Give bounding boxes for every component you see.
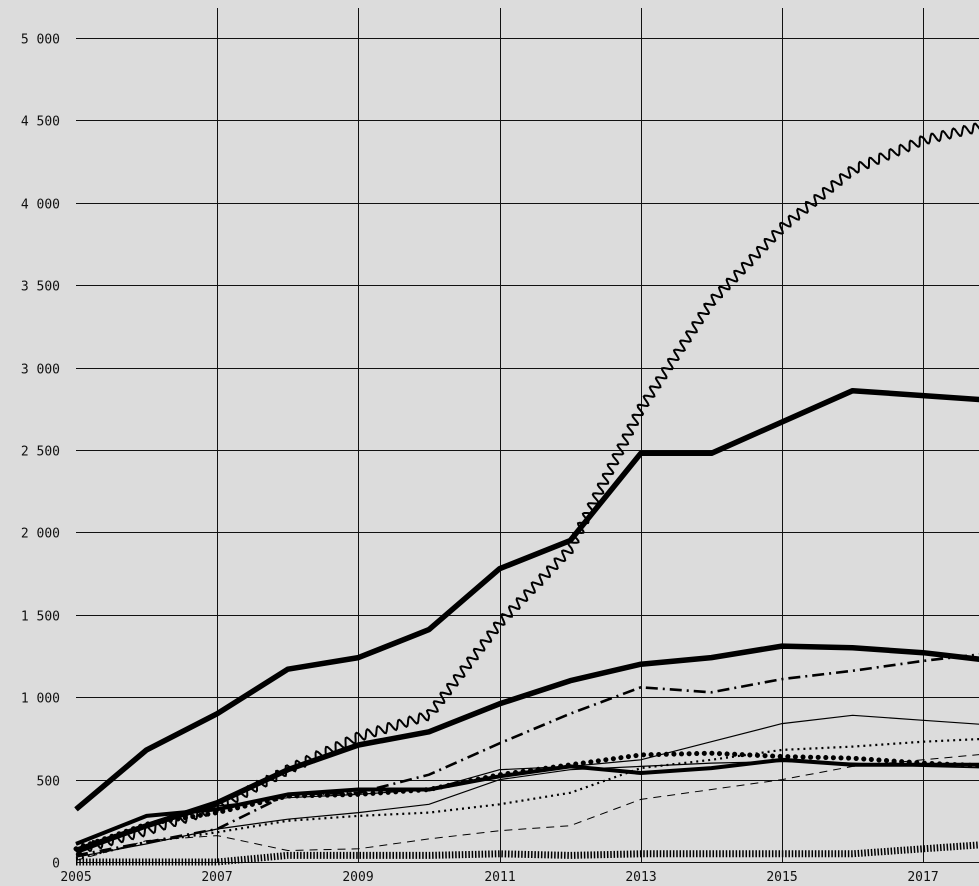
series-2-line-gap <box>75 644 979 853</box>
series-5-line <box>75 737 979 860</box>
y-axis-ticks: 0 500 1 000 1 500 2 000 2 500 3 000 3 500 4 000 4… <box>21 33 60 872</box>
series-1-line <box>74 387 979 812</box>
y-tick-label: 500 <box>37 775 60 790</box>
y-tick-label: 3 000 <box>21 363 60 378</box>
x-tick-label: 2005 <box>60 870 91 885</box>
series-10-line-path <box>76 841 979 866</box>
series-2-line <box>75 643 979 854</box>
y-tick-label: 5 000 <box>21 33 60 48</box>
series-8-line <box>75 757 979 846</box>
series-2-line-outer <box>75 643 979 854</box>
y-tick-label: 1 000 <box>21 692 60 707</box>
series-3-line <box>75 653 979 857</box>
y-tick-label: 0 <box>52 857 60 872</box>
series-1-line-core <box>75 390 979 810</box>
y-tick-label: 2 500 <box>21 445 60 460</box>
y-tick-label: 4 500 <box>21 115 60 130</box>
series-layer <box>73 122 979 866</box>
series-8-line-gap <box>75 758 979 845</box>
y-tick-label: 3 500 <box>21 280 60 295</box>
x-tick-label: 2007 <box>201 870 232 885</box>
y-tick-label: 2 000 <box>21 527 60 542</box>
series-4-line-path <box>75 714 979 855</box>
series-7-line-path <box>73 750 979 852</box>
series-4-line <box>75 714 979 855</box>
series-3-line-path <box>75 653 979 857</box>
series-0-line <box>75 122 979 856</box>
series-5-line-path <box>75 737 979 860</box>
series-2-line-core <box>75 645 979 852</box>
series-6-line-path <box>75 754 979 861</box>
series-0-line-path <box>75 122 979 856</box>
series-9-line <box>75 760 979 858</box>
grid-layer <box>76 8 979 863</box>
y-tick-label: 1 500 <box>21 610 60 625</box>
y-tick-label: 4 000 <box>21 198 60 213</box>
series-7-line <box>73 750 979 852</box>
x-tick-label: 2017 <box>907 870 938 885</box>
x-tick-label: 2015 <box>766 870 797 885</box>
series-9-line-path <box>75 760 979 858</box>
series-10-line <box>76 841 979 866</box>
x-tick-label: 2009 <box>342 870 373 885</box>
x-tick-label: 2013 <box>625 870 656 885</box>
series-6-line <box>75 754 979 861</box>
x-axis-ticks: 2005 2007 2009 2011 2013 2015 2017 <box>60 870 938 885</box>
x-tick-label: 2011 <box>484 870 515 885</box>
